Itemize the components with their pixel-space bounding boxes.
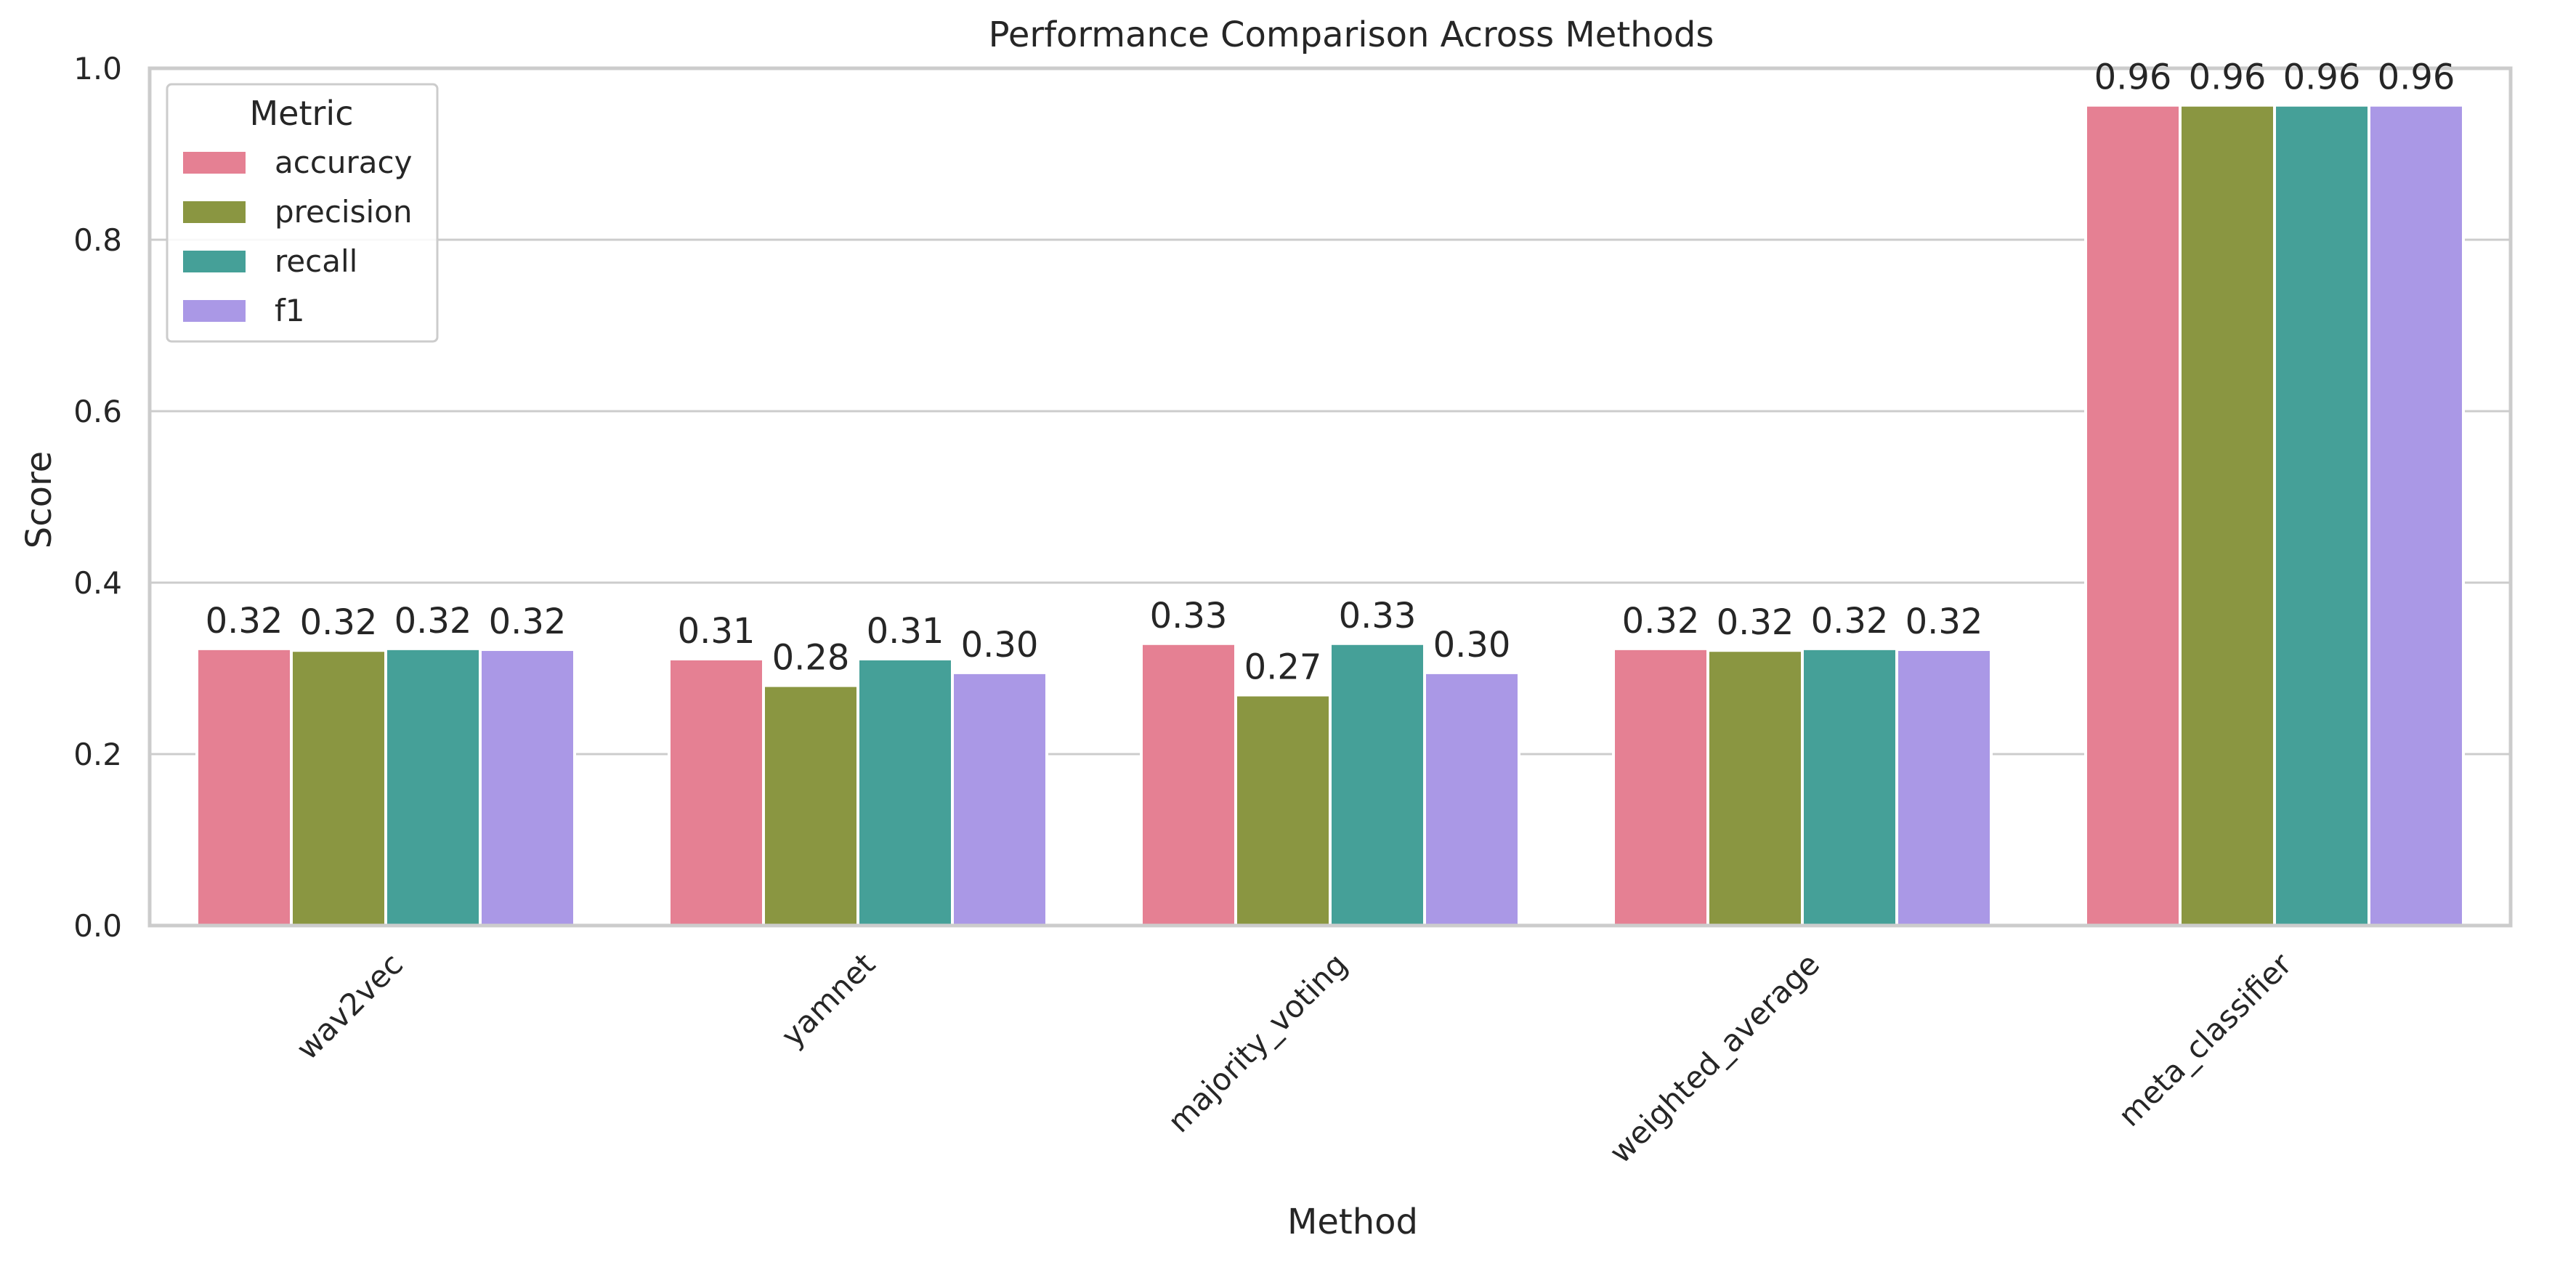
- data-label: 0.96: [2189, 57, 2267, 98]
- data-label: 0.27: [1244, 647, 1322, 688]
- bar-recall: [1801, 647, 1898, 927]
- bar-layer: [195, 103, 2465, 928]
- bar-precision: [290, 649, 387, 927]
- legend-swatch-precision: [183, 201, 246, 223]
- y-tick-label: 0.8: [73, 222, 122, 258]
- bar-f1: [479, 648, 576, 927]
- y-tick-label: 0.4: [73, 565, 122, 601]
- y-axis-label: Score: [19, 451, 60, 549]
- data-label: 0.32: [1622, 601, 1700, 641]
- y-tick-label: 0.6: [73, 394, 122, 429]
- legend-label-recall: recall: [275, 243, 357, 279]
- legend-items: accuracy precision recall f1: [183, 145, 413, 328]
- x-axis-label: Method: [1287, 1202, 1418, 1242]
- legend-swatch-f1: [183, 300, 246, 322]
- bar-accuracy: [2084, 103, 2182, 928]
- data-label: 0.30: [1433, 625, 1511, 665]
- chart-title: Performance Comparison Across Methods: [989, 15, 1714, 55]
- y-tick-label: 0.2: [73, 737, 122, 772]
- y-tick-label: 1.0: [73, 51, 122, 86]
- data-label: 0.32: [1717, 602, 1794, 643]
- data-label: 0.32: [394, 601, 472, 641]
- bar-precision: [1234, 693, 1332, 928]
- data-label: 0.32: [1905, 602, 1983, 642]
- legend: Metric accuracy precision recall f1: [166, 83, 439, 343]
- data-label: 0.30: [961, 625, 1039, 665]
- bar-precision: [1706, 649, 1804, 927]
- data-label: 0.31: [867, 611, 944, 652]
- legend-label-accuracy: accuracy: [275, 145, 413, 180]
- bar-precision: [2179, 103, 2276, 928]
- bar-f1: [1895, 648, 1993, 927]
- bar-f1: [951, 671, 1048, 928]
- bar-f1: [2368, 103, 2465, 928]
- bar-recall: [1329, 641, 1426, 928]
- data-label: 0.33: [1150, 596, 1228, 636]
- legend-label-precision: precision: [275, 194, 412, 230]
- data-label: 0.96: [2094, 57, 2172, 98]
- data-label: 0.32: [300, 602, 378, 643]
- bar-accuracy: [1612, 647, 1709, 927]
- data-label: 0.33: [1339, 596, 1417, 636]
- legend-title: Metric: [249, 94, 353, 133]
- data-label: 0.32: [206, 601, 283, 641]
- legend-label-f1: f1: [275, 293, 305, 328]
- data-label: 0.32: [489, 602, 567, 642]
- data-label: 0.28: [772, 638, 850, 679]
- legend-swatch-accuracy: [183, 152, 246, 174]
- bar-f1: [1423, 671, 1520, 928]
- bar-accuracy: [668, 657, 765, 928]
- bar-accuracy: [195, 647, 293, 927]
- bar-recall: [384, 647, 482, 927]
- plot-frame: [147, 66, 2513, 928]
- legend-box: [166, 83, 439, 343]
- data-label: 0.32: [1811, 601, 1889, 641]
- bar-recall: [856, 657, 954, 928]
- label-layer: 0.32 0.31 0.33 0.32 0.96 0.32 0.28 0.27 0.32 0.96…: [206, 57, 2455, 688]
- legend-swatch-recall: [183, 251, 246, 272]
- y-tick-label: 0.0: [73, 908, 122, 944]
- bar-recall: [2273, 103, 2370, 928]
- data-label: 0.96: [2283, 57, 2361, 98]
- bar-accuracy: [1140, 641, 1237, 928]
- data-label: 0.31: [678, 611, 756, 652]
- bar-precision: [762, 684, 859, 927]
- data-label: 0.96: [2378, 57, 2455, 98]
